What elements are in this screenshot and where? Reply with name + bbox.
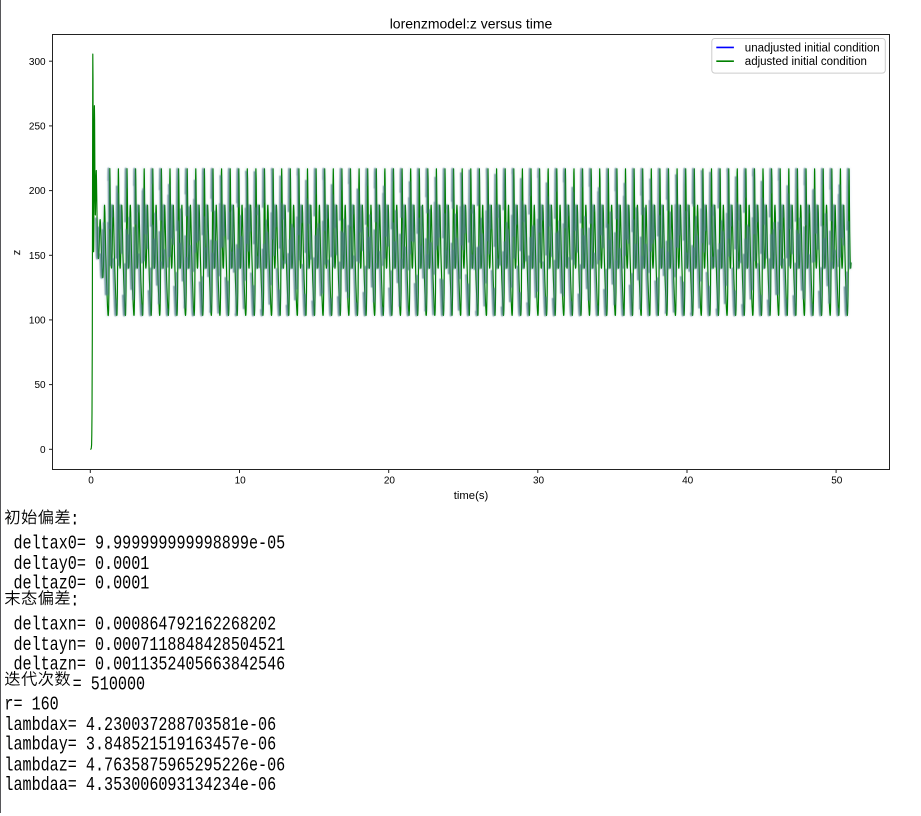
- svg-text:10: 10: [235, 476, 247, 487]
- svg-text:100: 100: [29, 316, 46, 327]
- svg-text:40: 40: [682, 476, 694, 487]
- svg-text:20: 20: [384, 476, 396, 487]
- svg-text:200: 200: [29, 186, 46, 197]
- svg-text:30: 30: [533, 476, 545, 487]
- svg-text:50: 50: [34, 380, 46, 391]
- svg-text:0: 0: [40, 445, 46, 456]
- svg-text:0: 0: [88, 476, 94, 487]
- svg-text:50: 50: [831, 476, 843, 487]
- svg-text:250: 250: [29, 121, 46, 132]
- svg-text:unadjusted initial condition: unadjusted initial condition: [745, 42, 880, 54]
- svg-text:300: 300: [29, 57, 46, 68]
- svg-text:150: 150: [29, 251, 46, 262]
- svg-text:adjusted initial condition: adjusted initial condition: [745, 56, 867, 68]
- svg-text:z: z: [11, 249, 23, 255]
- svg-text:lorenzmodel:z versus time: lorenzmodel:z versus time: [390, 16, 553, 32]
- svg-text:time(s): time(s): [454, 490, 489, 502]
